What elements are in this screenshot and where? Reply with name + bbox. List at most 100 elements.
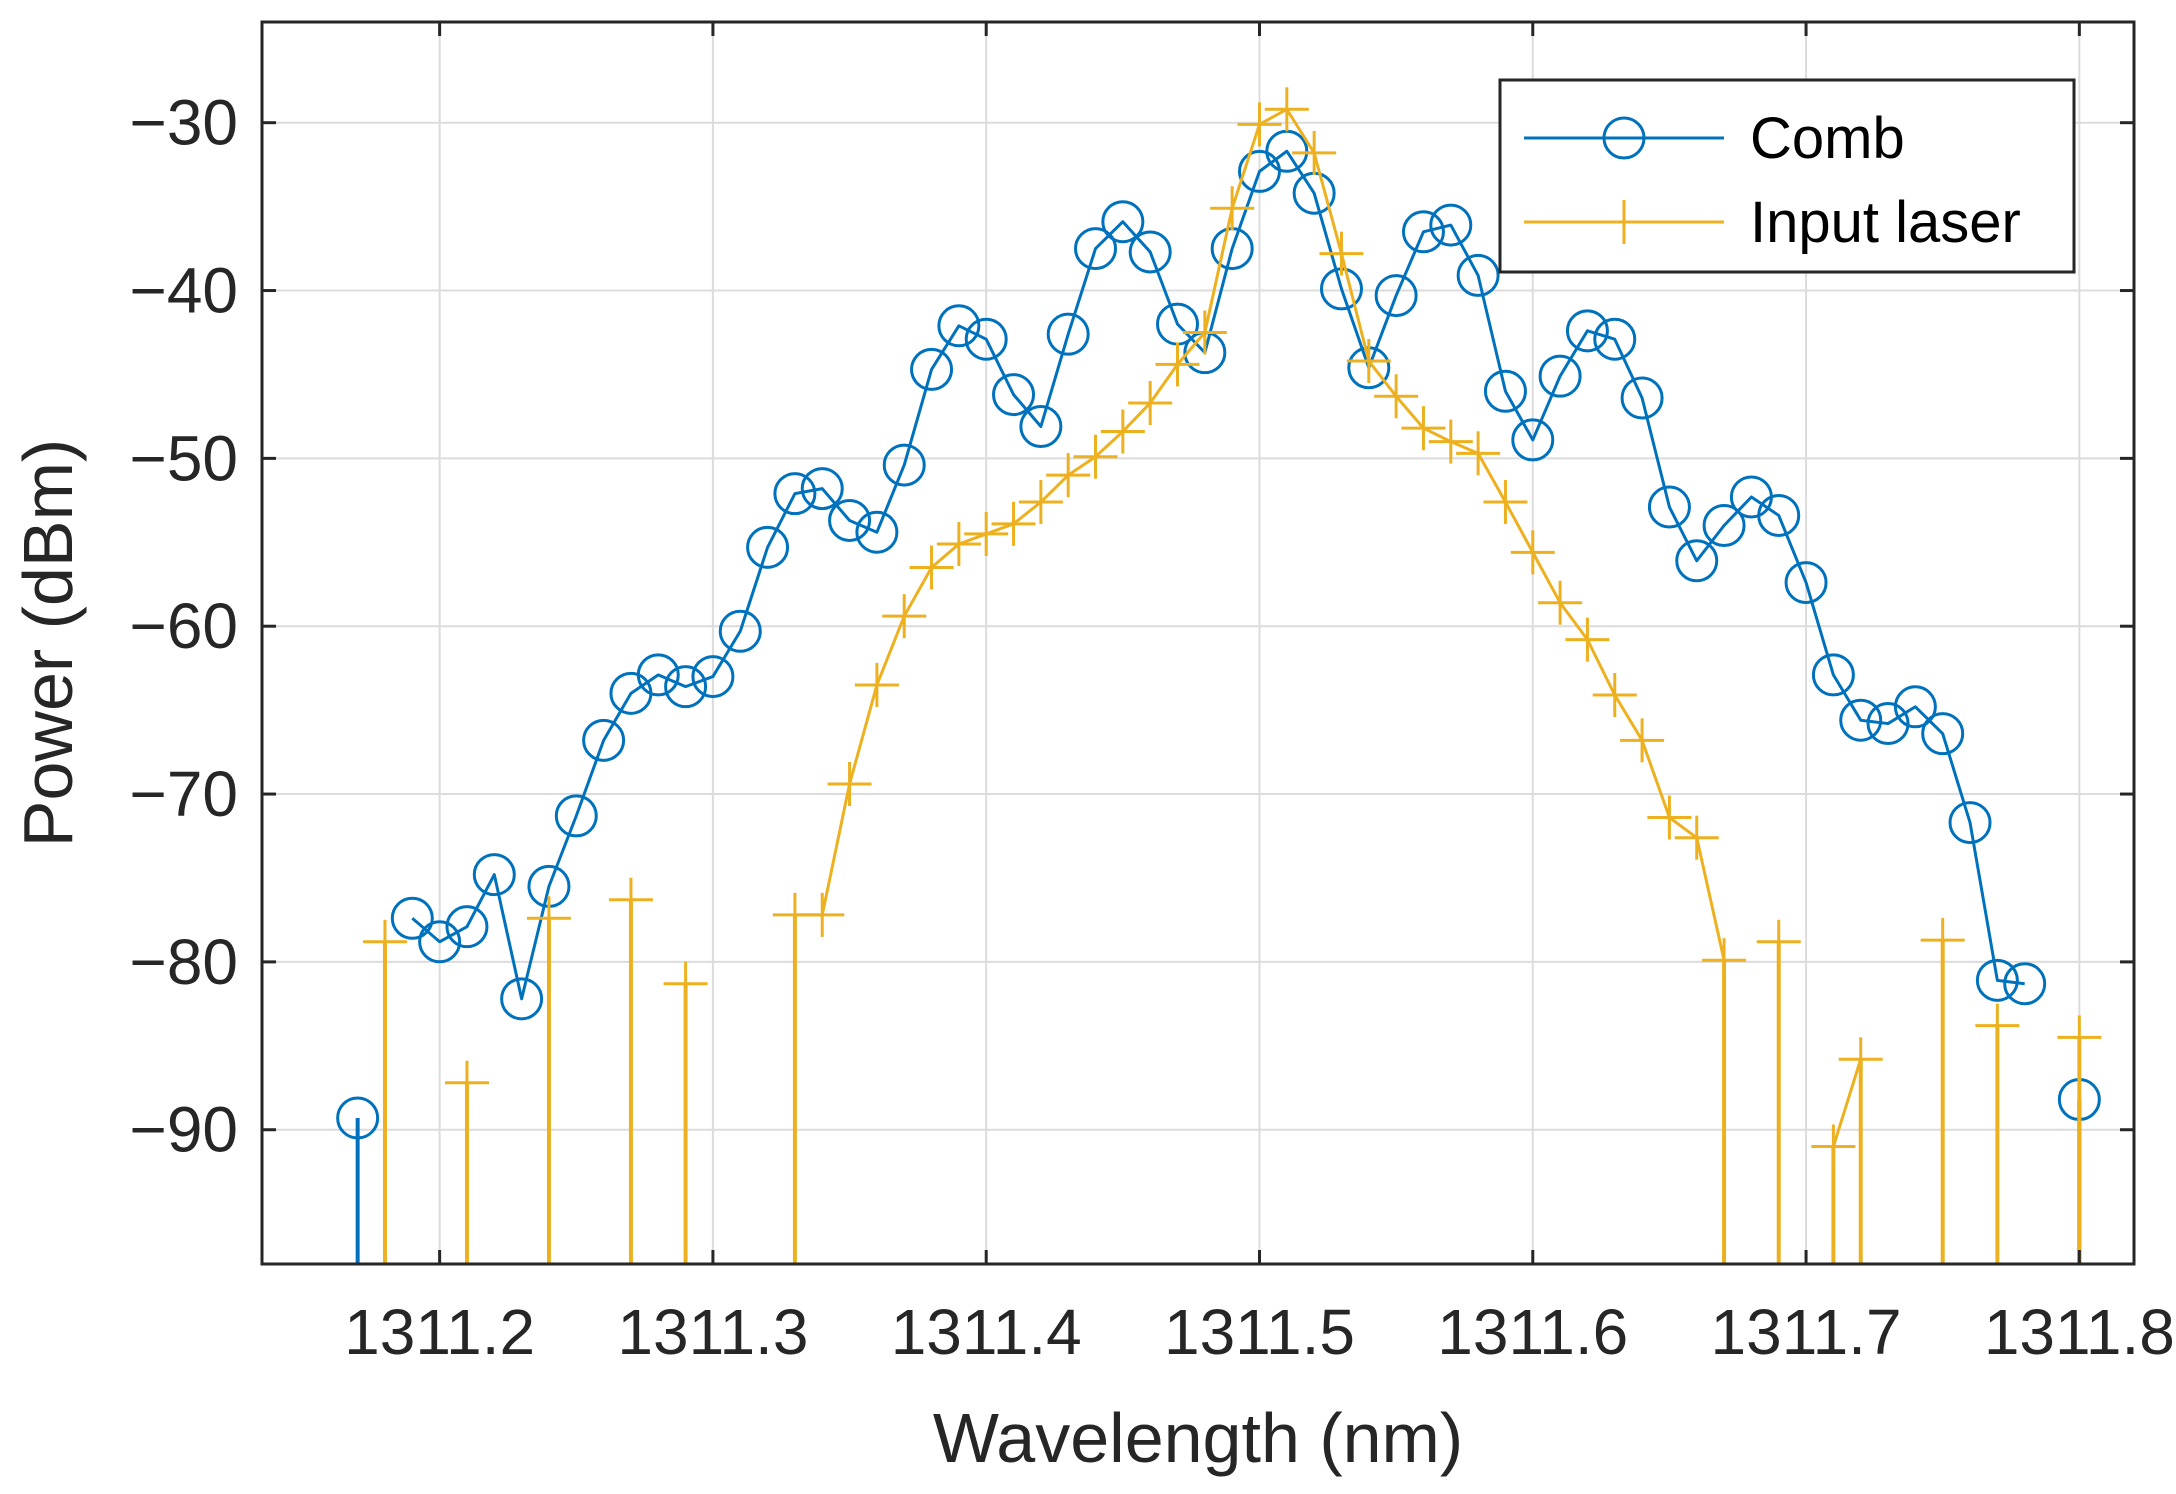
axis-ticks: 1311.2 1311.3 1311.4 1311.5 1311.6 1311.7 1311…	[129, 22, 2175, 1368]
x-tick-label: 1311.7	[1711, 1296, 1902, 1368]
x-tick-label: 1311.3	[617, 1296, 808, 1368]
data-point	[1811, 1124, 1856, 1169]
data-point	[1456, 253, 1500, 297]
data-point	[1210, 186, 1255, 231]
x-tick-label: 1311.4	[891, 1296, 1082, 1368]
data-point	[1046, 453, 1091, 498]
data-point	[1592, 673, 1637, 718]
legend: Comb Input laser	[1498, 78, 2076, 274]
plot-series	[336, 87, 2102, 1264]
data-point	[664, 665, 708, 709]
data-point	[828, 498, 872, 542]
data-point	[882, 594, 927, 639]
data-point	[1101, 200, 1145, 244]
data-point	[2003, 962, 2047, 1006]
data-point	[582, 718, 626, 762]
data-point	[1401, 406, 1446, 451]
data-point	[746, 525, 790, 569]
data-point	[663, 961, 708, 1006]
x-tick-label: 1311.8	[1984, 1296, 2175, 1368]
data-point	[1620, 376, 1664, 420]
data-point	[1565, 309, 1609, 353]
y-tick-label: −90	[129, 1094, 238, 1166]
data-point	[855, 510, 899, 554]
data-point	[1702, 938, 1747, 983]
data-point	[992, 373, 1036, 417]
data-point	[964, 317, 1008, 361]
data-point	[1702, 504, 1746, 548]
data-point	[1838, 1037, 1883, 1082]
data-point	[800, 892, 845, 937]
legend-marker-input-laser	[1602, 200, 1646, 244]
data-point	[2057, 1015, 2102, 1060]
data-point	[336, 1096, 380, 1140]
axes-box	[260, 20, 2136, 1266]
data-point	[472, 853, 516, 897]
data-point	[608, 877, 653, 922]
data-point	[773, 472, 817, 516]
data-point	[964, 511, 1009, 556]
data-point	[1019, 404, 1063, 448]
series-line	[1831, 1058, 1863, 1147]
data-point	[1264, 87, 1309, 132]
data-point	[1565, 617, 1610, 662]
data-point	[1948, 801, 1992, 845]
data-point	[1401, 210, 1445, 254]
data-point	[1100, 409, 1145, 454]
data-point	[1593, 317, 1637, 361]
y-tick-label: −50	[129, 422, 238, 494]
data-point	[1429, 203, 1473, 247]
data-point	[1674, 815, 1719, 860]
x-tick-label: 1311.2	[344, 1296, 535, 1368]
y-axis-title: Power (dBm)	[9, 439, 87, 847]
data-point	[1538, 580, 1583, 625]
data-point	[1428, 419, 1473, 464]
data-point	[418, 920, 462, 964]
data-point	[445, 905, 489, 949]
series-comb	[336, 129, 2101, 1264]
data-point	[1182, 310, 1227, 355]
legend-marker-glyph	[1602, 200, 1646, 244]
data-point	[1374, 374, 1419, 419]
data-point	[909, 545, 954, 590]
data-point	[1074, 227, 1118, 271]
x-tick-label: 1311.5	[1164, 1296, 1355, 1368]
data-point	[1237, 102, 1282, 147]
y-tick-label: −80	[129, 926, 238, 998]
y-tick-label: −40	[129, 255, 238, 327]
data-point	[390, 896, 434, 940]
data-point	[1620, 718, 1665, 763]
data-point	[1921, 712, 1965, 756]
x-axis-title: Wavelength (nm)	[933, 1399, 1463, 1477]
data-point	[1073, 434, 1118, 479]
y-tick-label: −30	[129, 87, 238, 159]
data-point	[636, 653, 680, 697]
data-point	[1346, 339, 1391, 384]
legend-marker-comb	[1602, 116, 1646, 160]
data-point	[1319, 231, 1364, 276]
data-point	[1757, 493, 1801, 537]
data-point	[554, 794, 598, 838]
data-point	[1675, 539, 1719, 583]
series-line	[411, 149, 2025, 1001]
data-point	[500, 977, 544, 1021]
data-point	[1456, 431, 1501, 476]
data-point	[936, 521, 981, 566]
data-point	[1483, 480, 1528, 525]
data-point	[1538, 354, 1582, 398]
data-point	[718, 609, 762, 653]
data-point	[1374, 274, 1418, 318]
data-point	[1866, 702, 1910, 746]
data-point	[1511, 418, 1555, 462]
data-point	[1647, 485, 1691, 529]
data-point	[1483, 369, 1527, 413]
data-point	[991, 501, 1036, 546]
legend-marker-glyph	[1602, 116, 1646, 160]
data-point	[827, 761, 872, 806]
y-tick-label: −60	[129, 590, 238, 662]
series-input-laser	[362, 87, 2102, 1264]
data-point	[1155, 342, 1200, 387]
data-point	[362, 919, 407, 964]
legend-box	[1498, 78, 2076, 274]
